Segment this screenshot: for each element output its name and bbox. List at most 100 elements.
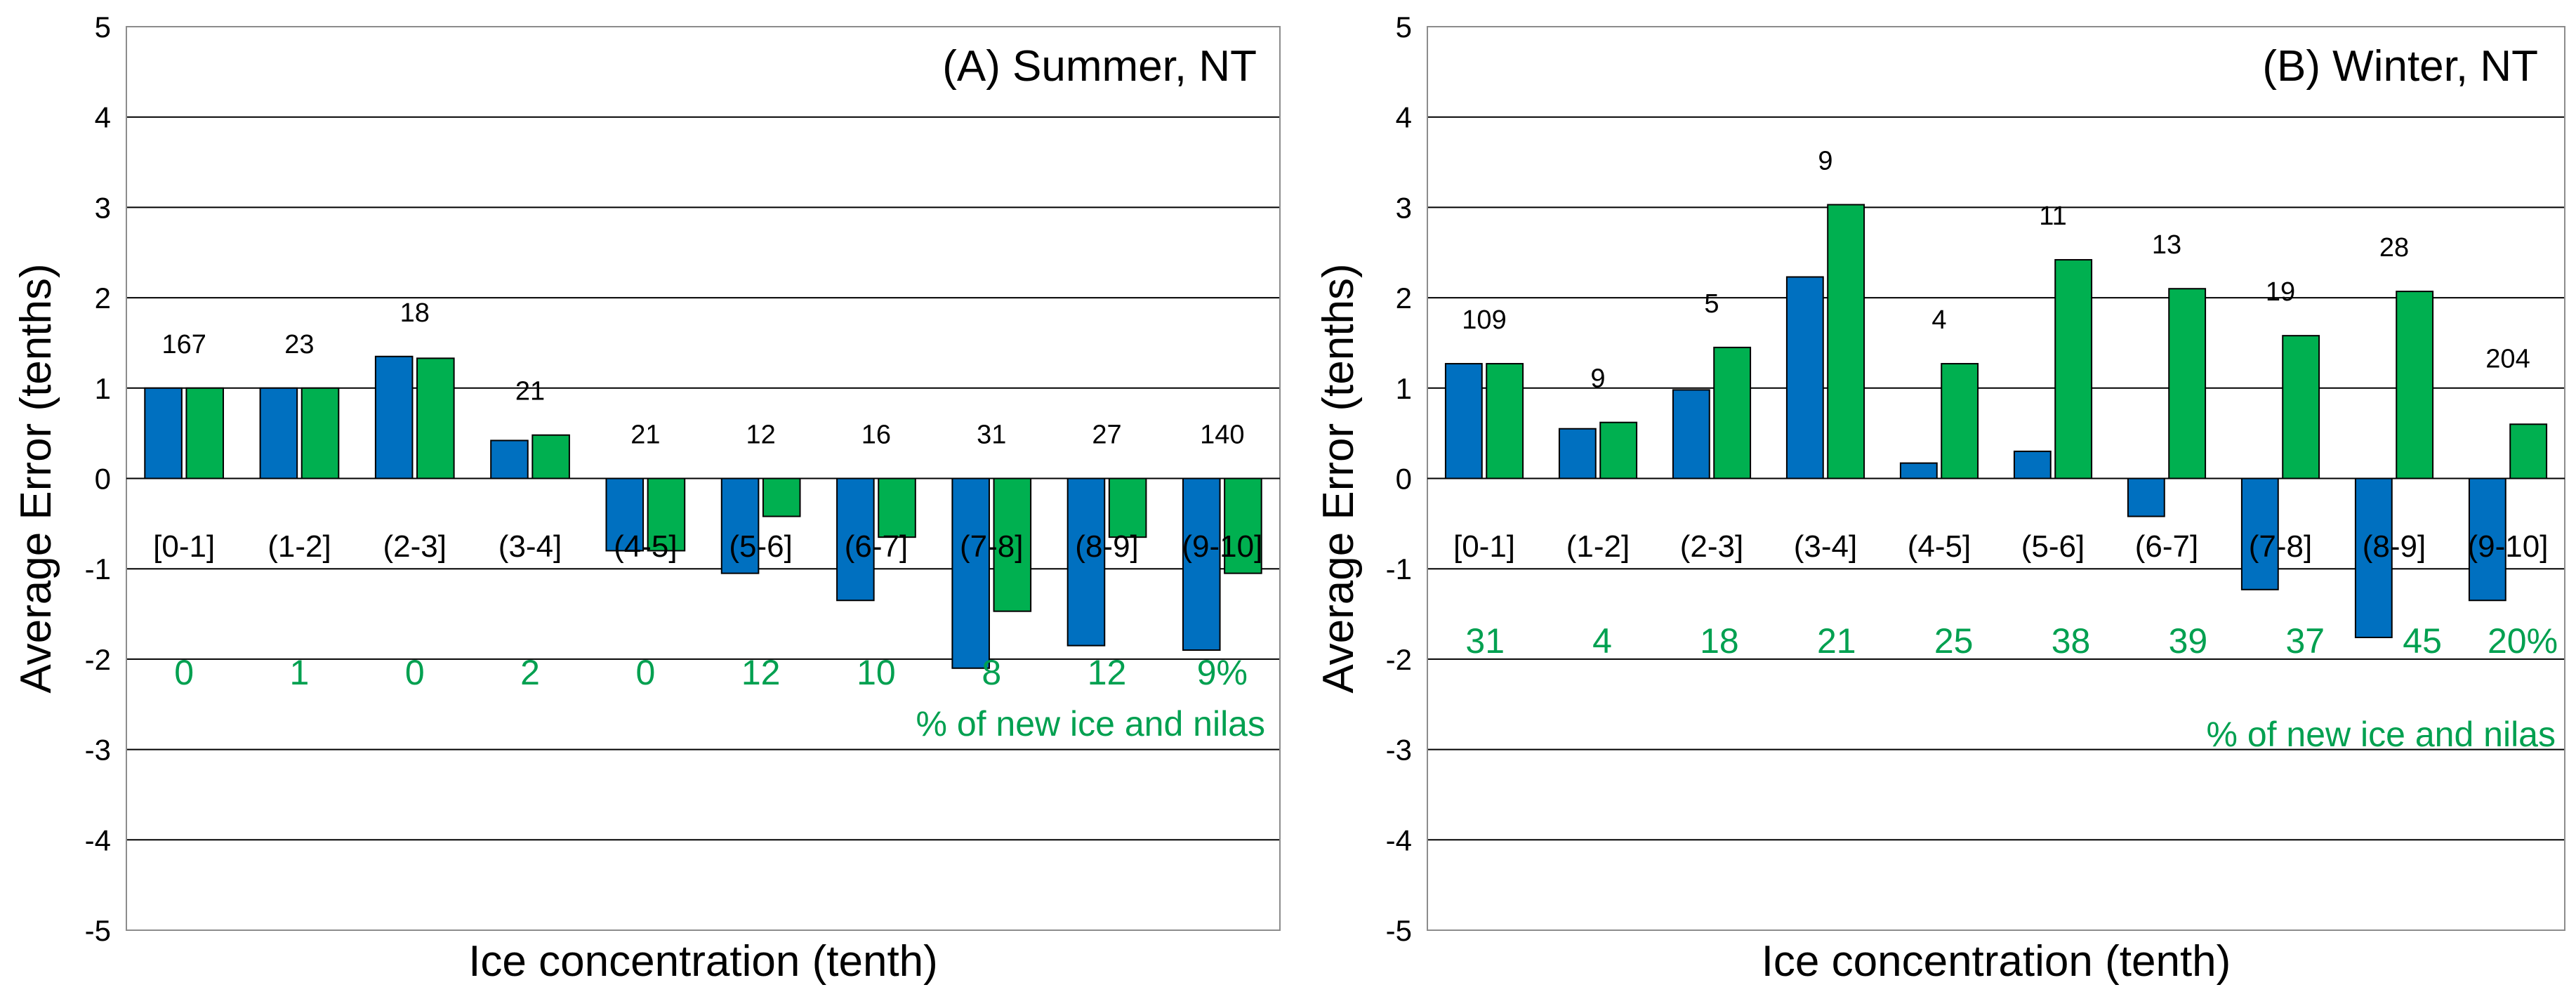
percent-label: 18 (1700, 621, 1739, 661)
percent-label: 0 (405, 653, 425, 692)
blue-bar-(6-7] (2127, 477, 2165, 517)
y-tick-label: -4 (1386, 823, 1412, 856)
x-category-label: (9-10] (1182, 529, 1262, 564)
x-category-label: (3-4] (498, 529, 562, 564)
count-label: 16 (861, 421, 891, 450)
count-label: 23 (284, 330, 314, 359)
y-tick-label: 3 (1396, 191, 1412, 224)
percent-label: 10 (857, 653, 896, 692)
percent-label: 39 (2169, 621, 2208, 661)
blue-bar-(9-10] (1182, 477, 1221, 651)
y-tick-label: 3 (95, 191, 111, 224)
x-category-label: (7-8] (2249, 529, 2312, 564)
x-category-label: (4-5] (1908, 529, 1971, 564)
percent-label: 9% (1197, 653, 1248, 692)
count-label: 28 (2379, 233, 2409, 263)
percent-label: 12 (741, 653, 781, 692)
green-bar-(6-7] (2168, 288, 2207, 479)
x-category-label: (8-9] (1075, 529, 1138, 564)
blue-bar-[0-1] (1444, 363, 1483, 479)
blue-bar-(4-5] (605, 477, 645, 552)
green-bar-(9-10] (1224, 477, 1262, 574)
count-label: 5 (1704, 289, 1719, 319)
blue-bar-(4-5] (1899, 462, 1938, 479)
green-bar-(9-10] (2509, 423, 2548, 479)
y-tick-label: 1 (95, 372, 111, 405)
blue-bar-(3-4] (1785, 276, 1824, 479)
green-bar-(2-3] (416, 357, 455, 479)
y-tick-label: 2 (1396, 282, 1412, 315)
green-bar-(5-6] (762, 477, 801, 517)
percent-label: 8 (982, 653, 1001, 692)
x-category-label: [0-1] (153, 529, 215, 564)
x-category-label: (5-6] (729, 529, 792, 564)
x-category-label: (6-7] (845, 529, 908, 564)
x-category-label: (1-2] (1566, 529, 1630, 564)
count-label: 9 (1818, 147, 1832, 176)
blue-bar-(3-4] (490, 439, 529, 479)
y-tick-label: 1 (1396, 372, 1412, 405)
y-tick-label: -5 (85, 914, 111, 947)
count-label: 140 (1200, 421, 1244, 450)
percent-label: 31 (1465, 621, 1505, 661)
x-category-label: (8-9] (2363, 529, 2426, 564)
percent-label: 1 (290, 653, 310, 692)
green-bar-[0-1] (185, 387, 225, 479)
y-tick-label: 2 (95, 282, 111, 315)
blue-bar-(5-6] (720, 477, 760, 574)
green-bar-(8-9] (1108, 477, 1147, 538)
blue-bar-(2-3] (1672, 389, 1710, 479)
green-bar-(6-7] (878, 477, 916, 538)
x-category-label: (5-6] (2021, 529, 2085, 564)
green-bar-(3-4] (531, 434, 570, 479)
green-bar-(3-4] (1827, 204, 1865, 479)
y-tick-label: 5 (95, 11, 111, 44)
blue-bar-(9-10] (2468, 477, 2506, 602)
y-tick-label: -2 (1386, 643, 1412, 676)
percent-label: 20% (2488, 621, 2558, 661)
y-tick-label: -2 (85, 643, 111, 676)
y-tick-label: 0 (1396, 463, 1412, 496)
y-tick-label: -5 (1386, 914, 1412, 947)
green-bar-(8-9] (2396, 291, 2434, 479)
percent-label: 2 (520, 653, 540, 692)
y-tick-label: 4 (95, 101, 111, 134)
green-bar-(2-3] (1713, 346, 1752, 479)
count-label: 18 (400, 298, 430, 328)
percent-note: % of new ice and nilas (2206, 715, 2556, 754)
green-bar-(1-2] (1599, 421, 1638, 479)
count-label: 21 (515, 377, 545, 406)
x-category-label: (9-10] (2468, 529, 2549, 564)
green-bar-[0-1] (1486, 363, 1524, 479)
percent-label: 21 (1817, 621, 1856, 661)
blue-bar-(5-6] (2013, 450, 2052, 479)
green-bar-(4-5] (647, 477, 686, 552)
percent-note: % of new ice and nilas (916, 704, 1265, 743)
green-bar-(5-6] (2054, 259, 2093, 479)
percent-label: 4 (1592, 621, 1612, 661)
blue-bar-(7-8] (951, 477, 990, 669)
chart-title: (A) Summer, NT (942, 42, 1257, 91)
x-category-label: (1-2] (267, 529, 331, 564)
blue-bar-(2-3] (374, 355, 414, 479)
count-label: 11 (2039, 201, 2066, 231)
percent-label: 12 (1088, 653, 1127, 692)
y-axis-title: Average Error (tenths) (12, 263, 60, 693)
blue-bar-(1-2] (259, 387, 298, 479)
y-tick-label: -3 (1386, 734, 1412, 767)
y-tick-label: -3 (85, 734, 111, 767)
y-tick-label: -1 (1386, 553, 1412, 585)
count-label: 12 (746, 421, 776, 450)
count-label: 21 (630, 421, 660, 450)
x-axis-title: Ice concentration (tenth) (1762, 937, 2231, 986)
count-label: 167 (161, 330, 206, 359)
y-tick-label: 4 (1396, 101, 1412, 134)
count-label: 31 (977, 421, 1006, 450)
x-category-label: (7-8] (960, 529, 1023, 564)
green-bar-(4-5] (1941, 363, 1979, 479)
green-bar-(7-8] (2282, 335, 2320, 479)
y-axis-title: Average Error (tenths) (1314, 263, 1363, 693)
x-category-label: (4-5] (614, 529, 677, 564)
